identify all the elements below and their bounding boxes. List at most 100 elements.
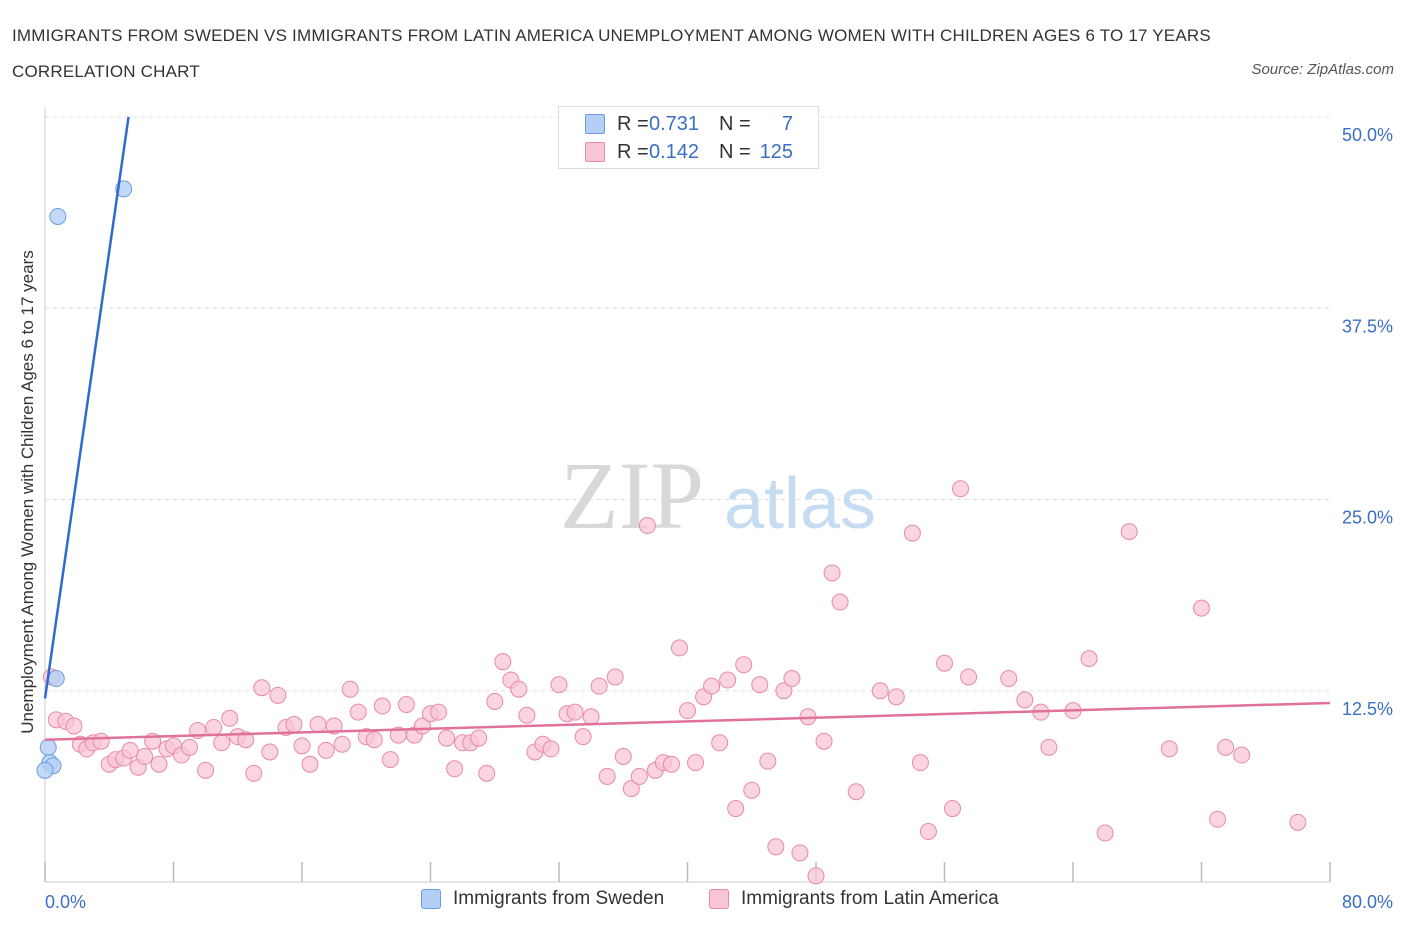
latin-america-point: [221, 709, 239, 727]
latin-america-point: [261, 743, 279, 761]
latin-america-point: [590, 677, 608, 695]
n-label: N =: [719, 140, 751, 163]
latin-america-point: [791, 844, 809, 862]
latin-america-point: [687, 754, 705, 772]
latin-america-point: [293, 737, 311, 755]
latin-america-point: [743, 781, 761, 799]
latin-america-point: [638, 517, 656, 535]
legend-label-latin-america: Immigrants from Latin America: [741, 888, 999, 909]
latin-america-point: [1209, 810, 1227, 828]
latin-america-point: [622, 780, 640, 798]
latin-america-point: [1040, 738, 1058, 756]
y-tick-label: 50.0%: [1342, 125, 1393, 145]
latin-america-point: [253, 679, 271, 697]
latin-america-point: [711, 734, 729, 752]
legend-row-sweden: R = 0.731 N = 7: [585, 110, 793, 138]
tick-labels: 12.5% 25.0% 37.5% 50.0% 0.0% 80.0%: [45, 125, 1393, 912]
latin-america-point: [1233, 746, 1251, 764]
latin-america-point: [213, 734, 231, 752]
latin-america-point: [446, 760, 464, 778]
latin-america-point: [325, 717, 343, 735]
latin-america-point: [735, 656, 753, 674]
sweden-trend-line: [43, 116, 130, 699]
n-value: 125: [759, 140, 793, 163]
latin-america-point: [614, 748, 632, 766]
latin-america-point: [871, 682, 889, 700]
chart-title: IMMIGRANTS FROM SWEDEN VS IMMIGRANTS FRO…: [12, 26, 1211, 81]
latin-america-point: [903, 524, 921, 542]
r-label: R =: [617, 140, 649, 163]
watermark-atlas: atlas: [724, 464, 876, 544]
r-value: 0.142: [649, 140, 700, 163]
grid-lines: [45, 116, 1330, 692]
latin-america-point: [121, 741, 139, 759]
source-label: Source: ZipAtlas.com: [1251, 61, 1394, 78]
latin-america-point: [807, 867, 825, 885]
sweden-swatch: [421, 889, 441, 909]
latin-america-point: [197, 761, 215, 779]
latin-america-point: [181, 738, 199, 756]
latin-america-point: [606, 668, 624, 686]
series-latin-america: [42, 480, 1307, 885]
latin-america-point: [783, 670, 801, 688]
latin-america-point: [566, 703, 584, 721]
latin-america-point: [542, 740, 560, 758]
latin-america-point: [679, 702, 696, 720]
latin-america-point: [759, 752, 777, 770]
latin-america-point: [815, 732, 833, 750]
y-tick-label: 12.5%: [1342, 699, 1393, 719]
latin-america-point: [309, 715, 327, 733]
n-value: 7: [781, 112, 793, 135]
latin-america-point: [662, 755, 680, 773]
correlation-legend: R = 0.731 N = 7 R = 0.142 N = 125: [558, 106, 819, 169]
latin-america-point: [767, 838, 785, 856]
n-label: N =: [719, 112, 751, 135]
latin-america-point: [919, 823, 937, 841]
latin-america-point: [65, 717, 83, 735]
latin-america-point: [150, 755, 168, 773]
latin-america-point: [630, 767, 648, 785]
legend-label-sweden: Immigrants from Sweden: [453, 888, 665, 909]
latin-america-point: [136, 748, 154, 766]
latin-america-point: [960, 668, 978, 686]
legend-item-latin-america[interactable]: Immigrants from Latin America: [709, 888, 999, 910]
latin-america-point: [205, 718, 223, 736]
sweden-point: [39, 738, 57, 756]
latin-america-point: [598, 767, 616, 785]
latin-america-point: [365, 731, 383, 749]
latin-america-point: [1160, 740, 1178, 758]
latin-america-point: [285, 715, 303, 733]
latin-america-point: [470, 729, 488, 747]
latin-america-point: [1080, 650, 1098, 668]
legend-row-latin: R = 0.142 N = 125: [585, 138, 793, 166]
trend-lines: [43, 116, 1331, 741]
latin-america-point: [510, 680, 528, 698]
latin-america-point: [670, 639, 688, 657]
latin-america-point: [349, 703, 367, 721]
latin-america-point: [397, 696, 415, 714]
latin-america-point: [494, 653, 512, 671]
latin-america-point: [341, 680, 359, 698]
latin-america-point: [1096, 824, 1114, 842]
legend-item-sweden[interactable]: Immigrants from Sweden: [421, 888, 664, 910]
latin-america-point: [550, 676, 568, 694]
latin-america-point: [317, 741, 335, 759]
sweden-point: [36, 761, 54, 779]
sweden-swatch: [585, 114, 605, 134]
watermark-zip: ZIP: [560, 442, 704, 549]
x-tick-label: 80.0%: [1342, 892, 1393, 912]
latin-america-point: [237, 731, 255, 749]
latin-america-point: [438, 729, 456, 747]
y-tick-label: 25.0%: [1342, 508, 1393, 528]
sweden-point: [47, 670, 65, 688]
latin-america-point: [478, 764, 496, 782]
latin-america-trend-line: [44, 701, 1331, 741]
x-tick-label: 0.0%: [45, 892, 86, 912]
latin-america-point: [719, 671, 737, 689]
r-label: R =: [617, 112, 649, 135]
r-value: 0.731: [649, 112, 700, 135]
latin-america-point: [847, 783, 865, 801]
latin-america-point: [1217, 738, 1235, 756]
latin-swatch: [585, 142, 605, 162]
